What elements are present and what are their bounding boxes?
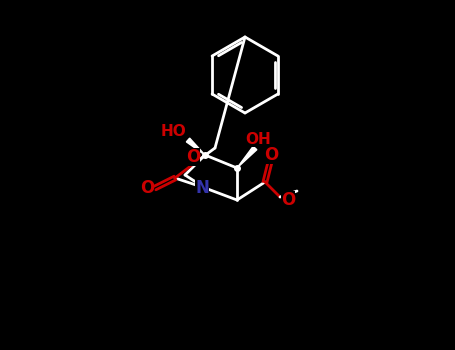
Text: N: N bbox=[195, 179, 209, 197]
Text: HO: HO bbox=[161, 125, 187, 140]
Text: O: O bbox=[264, 146, 278, 164]
Text: O: O bbox=[140, 179, 154, 197]
Polygon shape bbox=[187, 138, 205, 155]
Text: O: O bbox=[186, 148, 200, 166]
Polygon shape bbox=[237, 146, 257, 168]
Text: O: O bbox=[281, 191, 295, 209]
Text: OH: OH bbox=[245, 132, 271, 147]
